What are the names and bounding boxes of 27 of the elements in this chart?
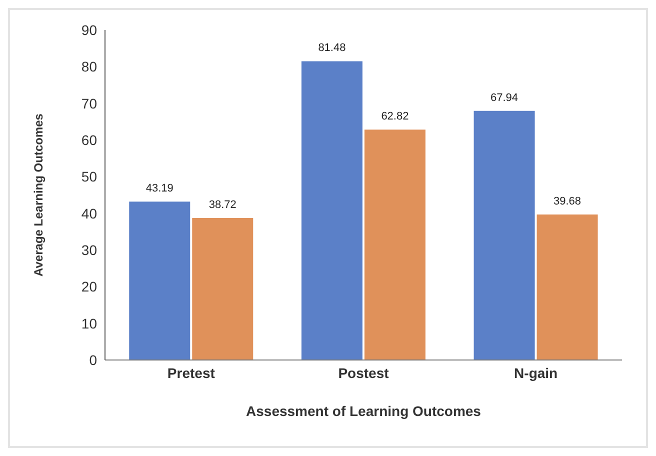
y-tick-label: 40 (81, 205, 98, 222)
y-tick-label: 90 (81, 22, 98, 38)
y-tick-label: 70 (81, 95, 98, 112)
y-tick-label: 20 (81, 278, 98, 295)
data-label: 39.68 (554, 196, 582, 208)
data-label: 43.19 (146, 182, 174, 195)
bar (536, 214, 598, 360)
y-tick-label: 10 (81, 315, 98, 332)
y-tick-label: 50 (81, 168, 98, 185)
data-label: 38.72 (208, 199, 236, 212)
y-tick-label: 80 (81, 58, 98, 75)
x-tick-label: Pretest (167, 364, 216, 381)
y-tick-label: 0 (89, 352, 98, 368)
data-label: 67.94 (490, 92, 518, 104)
y-tick-label: 60 (81, 132, 98, 148)
bar (129, 202, 190, 360)
y-axis-title: Average Learning Outcomes (31, 113, 46, 276)
data-label: 62.82 (381, 110, 409, 123)
bar (364, 130, 426, 360)
data-label: 81.48 (318, 42, 346, 54)
bar (192, 218, 254, 360)
x-axis-title: Assessment of Learning Outcomes (246, 403, 482, 419)
y-tick-label: 30 (81, 242, 98, 258)
bar (474, 110, 535, 360)
x-tick-label: N-gain (514, 364, 558, 381)
bar (301, 61, 362, 360)
x-tick-label: Postest (338, 364, 390, 381)
